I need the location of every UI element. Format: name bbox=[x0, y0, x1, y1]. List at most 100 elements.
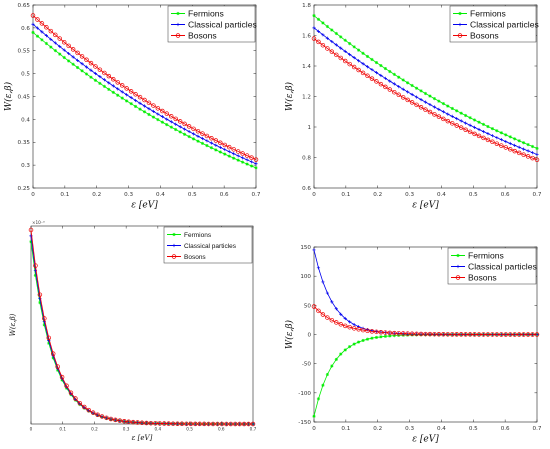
data-point-classical bbox=[44, 33, 48, 38]
data-point-fermions bbox=[339, 352, 343, 356]
data-point-bosons bbox=[35, 17, 40, 22]
legend-marker-fermions bbox=[176, 11, 180, 16]
data-point-classical bbox=[334, 307, 338, 311]
y-scale-label: ×10⁻³ bbox=[32, 220, 45, 225]
data-point-fermions bbox=[526, 143, 530, 147]
data-point-bosons bbox=[356, 327, 361, 332]
data-point-classical bbox=[316, 29, 321, 33]
data-point-bosons bbox=[467, 332, 473, 337]
x-tick-label: 0.4 bbox=[437, 192, 446, 198]
series-bosons bbox=[311, 304, 540, 337]
data-point-classical bbox=[441, 110, 445, 114]
x-axis-label: ε [eV] bbox=[412, 201, 439, 211]
series-classical bbox=[31, 22, 258, 166]
data-point-bosons bbox=[82, 404, 87, 410]
data-point-classical bbox=[236, 154, 240, 158]
data-point-bosons bbox=[48, 28, 54, 34]
legend-marker-bosons bbox=[457, 33, 463, 38]
data-point-fermions bbox=[365, 337, 370, 341]
data-point-fermions bbox=[89, 75, 93, 79]
data-point-fermions bbox=[459, 111, 463, 115]
data-point-classical bbox=[241, 156, 245, 160]
data-point-bosons bbox=[179, 421, 185, 427]
data-point-classical bbox=[133, 98, 138, 103]
data-point-fermions bbox=[133, 104, 138, 109]
data-point-bosons bbox=[213, 138, 219, 143]
data-point-bosons bbox=[329, 317, 335, 323]
data-point-bosons bbox=[320, 42, 326, 48]
data-point-bosons bbox=[458, 332, 464, 337]
chart-panel-3: 0 0.1 0.2 0.3 0.4 0.5 0.6 0.7 ×10⁻³ ε [eV] W(ε,β) F… bbox=[9, 220, 257, 442]
data-point-classical bbox=[205, 139, 209, 143]
legend-label-classical: Classical particles bbox=[468, 262, 537, 272]
data-point-classical bbox=[142, 104, 147, 108]
data-point-bosons bbox=[347, 61, 352, 67]
x-tick-label: 0 bbox=[31, 192, 35, 198]
data-point-fermions bbox=[58, 52, 62, 56]
data-point-fermions bbox=[490, 127, 494, 131]
data-point-fermions bbox=[388, 334, 392, 338]
data-point-classical bbox=[84, 65, 89, 69]
data-point-classical bbox=[254, 162, 258, 166]
data-point-fermions bbox=[383, 334, 387, 338]
data-point-bosons bbox=[237, 421, 242, 427]
data-point-classical bbox=[522, 147, 526, 151]
data-point-bosons bbox=[37, 292, 43, 297]
data-point-bosons bbox=[507, 147, 513, 152]
data-point-bosons bbox=[499, 332, 504, 337]
legend-marker-fermions bbox=[458, 11, 462, 16]
data-point-bosons bbox=[463, 332, 468, 337]
data-point-bosons bbox=[121, 419, 127, 424]
data-point-bosons bbox=[476, 133, 482, 139]
x-axis-label: ε [eV] bbox=[131, 201, 158, 211]
data-point-fermions bbox=[178, 130, 182, 134]
data-point-classical bbox=[477, 127, 481, 132]
data-point-classical bbox=[218, 145, 222, 150]
data-point-bosons bbox=[490, 332, 495, 337]
data-point-classical bbox=[223, 147, 227, 152]
data-point-fermions bbox=[522, 141, 526, 145]
data-point-fermions bbox=[334, 357, 338, 361]
data-point-fermions bbox=[33, 273, 38, 277]
data-point-fermions bbox=[214, 148, 218, 152]
data-point-classical bbox=[388, 79, 392, 83]
data-point-fermions bbox=[348, 345, 352, 349]
data-point-bosons bbox=[84, 57, 89, 63]
data-point-classical bbox=[499, 138, 503, 142]
data-point-classical bbox=[526, 149, 530, 153]
data-point-fermions bbox=[334, 31, 338, 36]
data-point-fermions bbox=[120, 96, 124, 100]
x-tick-label: 0 bbox=[312, 192, 316, 198]
data-point-bosons bbox=[454, 332, 459, 337]
data-point-fermions bbox=[321, 383, 325, 387]
data-point-bosons bbox=[128, 89, 134, 94]
data-point-fermions bbox=[321, 21, 325, 25]
data-point-bosons bbox=[55, 364, 60, 369]
data-point-bosons bbox=[311, 36, 317, 41]
data-point-fermions bbox=[388, 69, 392, 74]
data-point-bosons bbox=[360, 327, 366, 333]
data-point-bosons bbox=[485, 137, 491, 143]
data-point-classical bbox=[339, 312, 343, 316]
y-tick-label: 0.65 bbox=[18, 3, 31, 9]
data-point-classical bbox=[513, 143, 517, 147]
data-point-bosons bbox=[329, 49, 335, 54]
data-point-bosons bbox=[108, 416, 114, 422]
data-point-bosons bbox=[334, 320, 339, 325]
data-point-bosons bbox=[494, 141, 500, 146]
x-tick-label: 0.1 bbox=[60, 192, 69, 198]
data-point-bosons bbox=[170, 421, 176, 426]
y-tick-label: 0 bbox=[307, 332, 311, 338]
data-point-classical bbox=[321, 33, 325, 37]
data-point-bosons bbox=[169, 114, 174, 119]
y-tick-label: 0.8 bbox=[302, 155, 311, 161]
data-point-fermions bbox=[62, 55, 66, 60]
data-point-fermions bbox=[441, 102, 445, 106]
data-point-fermions bbox=[47, 341, 51, 345]
data-point-bosons bbox=[102, 70, 107, 76]
y-tick-label: 1.6 bbox=[302, 33, 311, 39]
x-tick-label: 0.2 bbox=[92, 192, 101, 198]
data-point-bosons bbox=[409, 100, 415, 105]
data-point-bosons bbox=[396, 331, 401, 336]
